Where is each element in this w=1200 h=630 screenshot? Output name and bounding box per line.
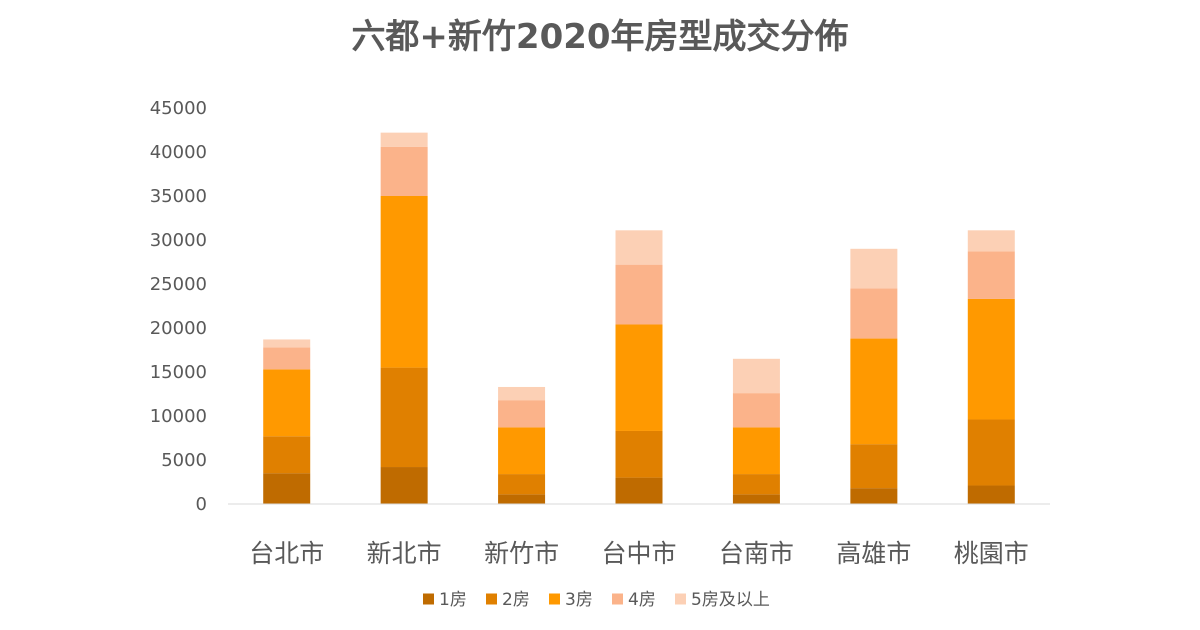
legend-swatch <box>549 593 560 605</box>
bar-segment <box>850 248 898 289</box>
legend-item: 2房 <box>486 590 530 610</box>
x-tick-label: 台中市 <box>601 539 676 568</box>
legend-swatch <box>675 593 686 605</box>
bar-segment <box>615 264 663 325</box>
bar-segment <box>850 288 898 339</box>
bar-segment <box>732 474 780 495</box>
bar-segment <box>732 358 780 394</box>
y-tick-label: 10000 <box>150 406 207 427</box>
bar-segment <box>732 427 780 475</box>
legend-swatch <box>423 593 434 605</box>
bar-segment <box>498 474 546 495</box>
bar-segment <box>263 473 311 504</box>
legend-item: 4房 <box>612 590 656 610</box>
bar-segment <box>850 338 898 445</box>
y-tick-label: 30000 <box>150 230 207 251</box>
legend-swatch <box>486 593 497 605</box>
chart-title: 六都+新竹2020年房型成交分佈 <box>351 17 848 57</box>
bar-segment <box>263 339 311 348</box>
y-axis: 0 5000 10000 15000 20000 25000 30000 35000 40000… <box>150 98 207 515</box>
bar-segment <box>967 485 1015 504</box>
y-tick-label: 0 <box>196 494 207 515</box>
y-tick-label: 45000 <box>150 98 207 119</box>
legend-label: 5房及以上 <box>691 590 770 610</box>
legend-swatch <box>612 593 623 605</box>
bar-segment <box>263 436 311 474</box>
bar-segment <box>498 427 546 475</box>
bar-segment <box>615 430 663 478</box>
x-tick-label: 新北市 <box>367 539 442 568</box>
bar-segment <box>850 488 898 504</box>
y-tick-label: 5000 <box>161 450 207 471</box>
x-tick-label: 台北市 <box>249 539 324 568</box>
bar-segment <box>380 146 428 196</box>
bar-segment <box>380 196 428 368</box>
y-tick-label: 20000 <box>150 318 207 339</box>
x-tick-label: 桃園市 <box>954 539 1029 568</box>
bar-segment <box>263 369 311 437</box>
bar-segment <box>967 298 1015 420</box>
legend-label: 4房 <box>628 590 656 610</box>
bar-segment <box>967 251 1015 299</box>
legend-item: 3房 <box>549 590 593 610</box>
bar-segment <box>498 494 546 504</box>
y-tick-label: 35000 <box>150 186 207 207</box>
bar-segment <box>498 400 546 428</box>
bar-segment <box>732 393 780 428</box>
x-axis: 台北市 新北市 新竹市 台中市 台南市 高雄市 桃園市 <box>249 539 1029 568</box>
y-tick-label: 15000 <box>150 362 207 383</box>
legend-item: 1房 <box>423 590 467 610</box>
bar-segment <box>967 419 1015 486</box>
bar-segment <box>380 467 428 504</box>
bar-segment <box>380 132 428 147</box>
legend-label: 2房 <box>502 590 530 610</box>
x-tick-label: 台南市 <box>719 539 794 568</box>
bar-segment <box>615 324 663 431</box>
bar-segment <box>263 347 311 370</box>
bar-segment <box>380 367 428 468</box>
legend-label: 1房 <box>439 590 467 610</box>
bar-segment <box>732 494 780 504</box>
bar-segment <box>850 444 898 489</box>
bar-segment <box>967 230 1015 252</box>
bar-segment <box>615 477 663 504</box>
legend-label: 3房 <box>565 590 593 610</box>
legend-item: 5房及以上 <box>675 590 770 610</box>
bar-segment <box>615 230 663 265</box>
bar-segment <box>498 386 546 401</box>
x-tick-label: 高雄市 <box>836 539 911 568</box>
y-tick-label: 40000 <box>150 142 207 163</box>
y-tick-label: 25000 <box>150 274 207 295</box>
bars-group <box>263 132 1015 504</box>
legend: 1房 2房 3房 4房 5房及以上 <box>423 590 770 610</box>
x-tick-label: 新竹市 <box>484 539 559 568</box>
